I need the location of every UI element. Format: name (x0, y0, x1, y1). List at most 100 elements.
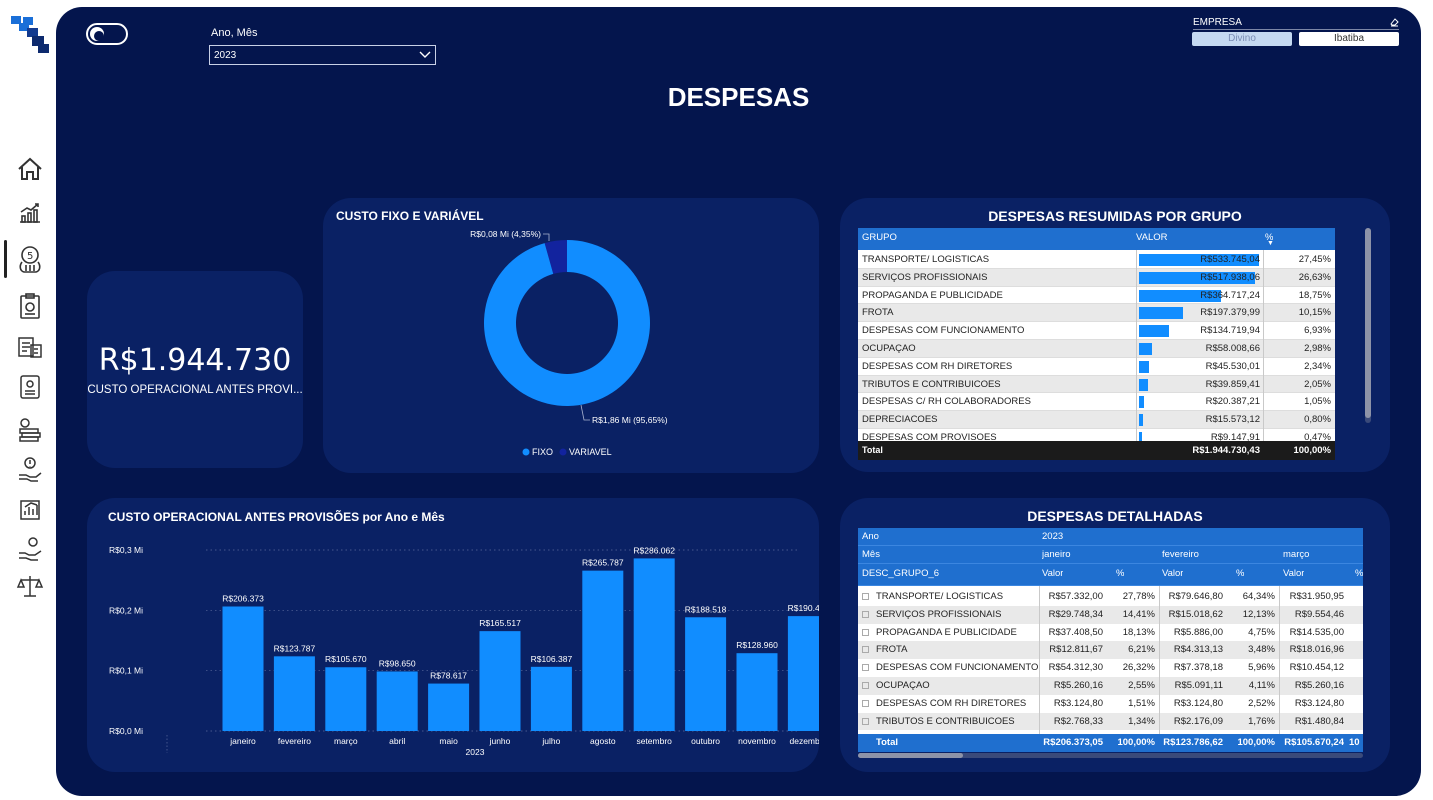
valor-column-header[interactable]: Valor (1283, 568, 1305, 579)
donut-slice-fixo[interactable] (483, 240, 650, 406)
kpi-label: CUSTO OPERACIONAL ANTES PROVI... (87, 384, 303, 396)
detail-row[interactable]: PROPAGANDA E PUBLICIDADE R$37.408,50 18,13… (858, 623, 1363, 642)
pct-cell: 1,05% (1304, 396, 1331, 408)
donut-title: CUSTO FIXO E VARIÁVEL (336, 209, 484, 223)
bar-fevereiro[interactable] (273, 656, 315, 731)
detail-row[interactable]: DESPESAS COM FUNCIONAMENTO R$54.312,30 26,… (858, 659, 1363, 677)
detail-row[interactable]: SERVIÇOS PROFISSIONAIS R$29.748,34 14,41% R… (858, 605, 1363, 624)
summary-header-grupo[interactable]: GRUPO (862, 232, 897, 243)
expand-icon[interactable] (862, 610, 869, 618)
summary-row[interactable]: DESPESAS COM PROVISOES R$9.147,91 0,47% (858, 429, 1335, 441)
bar-dezembro[interactable] (787, 616, 819, 731)
bar-julho[interactable] (530, 666, 572, 731)
ano-header-row: Ano 2023 (858, 528, 1363, 546)
home-icon[interactable] (14, 153, 46, 185)
empresa-option-ibatiba[interactable]: Ibatiba (1299, 32, 1399, 46)
detail-row[interactable]: TRIBUTOS E CONTRIBUICOES R$2.768,33 1,34% R… (858, 712, 1363, 731)
detail-table: Ano 2023 Mês janeiro fevereiro março DESC_GRUP… (858, 528, 1363, 763)
summary-row[interactable]: TRANSPORTE/ LOGISTICAS R$533.745,04 27,45% (858, 251, 1335, 269)
valor-cell: R$15.573,12 (1205, 414, 1260, 426)
bar-junho[interactable] (479, 631, 521, 731)
summary-row[interactable]: PROPAGANDA E PUBLICIDADE R$364.717,24 18,7… (858, 286, 1335, 305)
total-valor: R$1.944.730,43 (1192, 445, 1260, 456)
expand-icon[interactable] (862, 717, 869, 725)
detail-valor-cell: R$3.124,80 (1294, 697, 1344, 709)
ano-label: Ano (862, 531, 879, 542)
detail-grupo-cell: DESPESAS COM RH DIRETORES (876, 697, 1027, 709)
detail-row[interactable]: TRANSPORTE/ LOGISTICAS R$57.332,00 27,78% R… (858, 588, 1363, 606)
expand-icon[interactable] (862, 593, 869, 600)
detail-valor-cell: R$10.454,12 (1289, 662, 1344, 674)
summary-row[interactable]: DESPESAS C/ RH COLABORADORES R$20.387,21 1… (858, 393, 1335, 412)
alert-hand-icon[interactable] (14, 453, 46, 485)
summary-row[interactable]: OCUPAÇAO R$58.008,66 2,98% (858, 340, 1335, 358)
detail-pct-cell: 4,75% (1248, 626, 1275, 638)
theme-toggle[interactable] (86, 23, 128, 45)
scrollbar-thumb[interactable] (1365, 228, 1371, 418)
summary-row[interactable]: FROTA R$197.379,99 10,15% (858, 304, 1335, 323)
grupo-cell: DESPESAS COM PROVISOES (862, 432, 997, 441)
expand-icon[interactable] (862, 628, 869, 636)
empresa-option-divino[interactable]: Divino (1192, 32, 1292, 46)
growth-chart-icon[interactable] (14, 197, 46, 229)
summary-row[interactable]: SERVIÇOS PROFISSIONAIS R$517.938,06 26,63% (858, 268, 1335, 287)
donut-slice-variavel[interactable] (544, 240, 567, 274)
month-header[interactable]: fevereiro (1162, 549, 1199, 560)
sort-desc-icon[interactable]: ▼ (1267, 240, 1274, 247)
summary-row[interactable]: DESPESAS COM FUNCIONAMENTO R$134.719,94 6,… (858, 322, 1335, 340)
scale-icon[interactable] (14, 570, 46, 602)
bar-data-label: R$286.062 (633, 545, 675, 555)
expand-icon[interactable] (862, 699, 869, 707)
bar-abril[interactable] (376, 671, 418, 731)
detail-valor-cell: R$5.260,16 (1053, 680, 1103, 691)
summary-row[interactable]: TRIBUTOS E CONTRIBUICOES R$39.859,41 2,05% (858, 375, 1335, 394)
pct-column-header[interactable]: % (1236, 568, 1245, 579)
summary-header-valor[interactable]: VALOR (1136, 232, 1168, 243)
valor-cell: R$197.379,99 (1200, 307, 1260, 319)
month-header[interactable]: março (1283, 549, 1310, 560)
detail-total-valor: R$105.670,24 (1284, 737, 1344, 748)
chart-report-icon[interactable] (14, 494, 46, 526)
detail-row[interactable]: FROTA R$12.811,67 6,21% R$4.313,13 3,48% R$18… (858, 641, 1363, 660)
money-bag-icon[interactable]: 5 (14, 243, 46, 275)
bar-maio[interactable] (428, 683, 470, 731)
y-tick-label: R$0,1 Mi (109, 666, 143, 676)
summary-header-pct[interactable]: % (1265, 232, 1274, 243)
detail-pct-cell: 2,55% (1128, 680, 1155, 691)
bar-março[interactable] (325, 667, 367, 731)
cash-stack-icon[interactable] (14, 413, 46, 445)
expand-icon[interactable] (862, 646, 869, 654)
hand-coin-icon[interactable] (14, 533, 46, 565)
expand-icon[interactable] (862, 664, 869, 672)
valor-column-header[interactable]: Valor (1162, 568, 1184, 579)
bar-novembro[interactable] (736, 653, 778, 731)
year-month-dropdown[interactable]: 2023 (209, 45, 436, 65)
detail-row[interactable]: DESPESAS COM RH DIRETORES R$3.124,80 1,51%… (858, 694, 1363, 713)
valor-cell: R$39.859,41 (1205, 378, 1260, 390)
group-column-header[interactable]: DESC_GRUPO_6 (862, 568, 940, 579)
month-header[interactable]: janeiro (1042, 549, 1071, 560)
detail-horizontal-scrollbar[interactable] (858, 753, 1363, 758)
summary-row[interactable]: DEPRECIACOES R$15.573,12 0,80% (858, 411, 1335, 429)
expand-icon[interactable] (862, 682, 869, 689)
clipboard-icon[interactable] (14, 290, 46, 322)
bar-setembro[interactable] (633, 558, 675, 731)
summary-table: GRUPO VALOR% ▼ TRANSPORTE/ LOGISTICAS R$533.… (858, 228, 1371, 462)
valor-column-header[interactable]: Valor (1042, 568, 1064, 579)
summary-row[interactable]: DESPESAS COM RH DIRETORES R$45.530,01 2,34… (858, 357, 1335, 376)
summary-vertical-scrollbar[interactable] (1365, 228, 1371, 423)
report-icon[interactable] (14, 371, 46, 403)
clear-filter-icon[interactable] (1389, 16, 1400, 27)
invoice-icon[interactable] (14, 331, 46, 363)
bar-janeiro[interactable] (222, 606, 264, 731)
pct-column-header[interactable]: % (1116, 568, 1125, 579)
bar-outubro[interactable] (685, 617, 727, 731)
bar-data-label: R$78.617 (430, 671, 467, 681)
detail-row[interactable]: OCUPAÇAO R$5.260,16 2,55% R$5.091,11 4,11% R$… (858, 677, 1363, 695)
y-tick-label: R$0,2 Mi (109, 605, 143, 615)
pct-column-header[interactable]: % (1355, 568, 1363, 579)
legend-variavel-marker (559, 448, 567, 456)
detail-title: DESPESAS DETALHADAS (1027, 508, 1203, 524)
bar-agosto[interactable] (582, 570, 624, 731)
scrollbar-thumb[interactable] (858, 753, 963, 758)
